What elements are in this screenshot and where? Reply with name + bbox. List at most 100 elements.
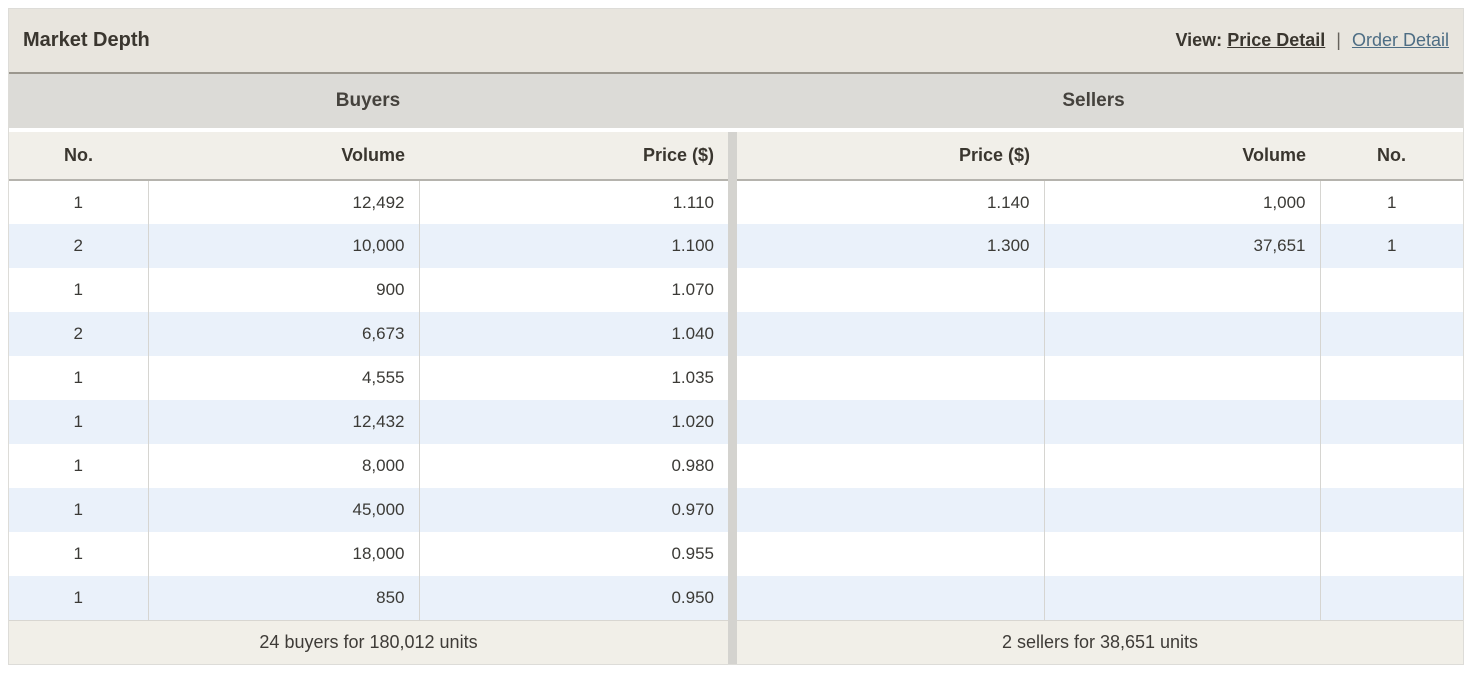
table-row [737, 356, 1463, 400]
sellers-section-title: Sellers [1062, 90, 1125, 111]
seller-price-cell [737, 488, 1044, 532]
page-title: Market Depth [23, 29, 150, 51]
depth-tables: No. Volume Price ($) 1 12,492 1.110 2 10,000… [9, 132, 1463, 664]
seller-price-cell [737, 268, 1044, 312]
table-row: 1 900 1.070 [9, 268, 728, 312]
seller-no-cell: 1 [1319, 180, 1463, 224]
seller-no-cell [1319, 576, 1463, 620]
seller-volume-cell [1043, 356, 1320, 400]
sellers-col-no: No. [1320, 132, 1463, 181]
seller-volume-cell [1043, 444, 1320, 488]
sellers-col-price: Price ($) [737, 132, 1044, 181]
buyer-price-cell: 1.040 [418, 312, 728, 356]
buyers-section-title: Buyers [335, 90, 401, 111]
seller-price-cell [737, 576, 1044, 620]
buyer-price-cell: 1.100 [418, 224, 728, 268]
buyer-price-cell: 0.950 [418, 576, 728, 620]
tables-gap [728, 132, 737, 664]
buyer-volume-cell: 850 [147, 576, 419, 620]
buyer-volume-cell: 45,000 [147, 488, 419, 532]
sellers-summary: 2 sellers for 38,651 units [737, 619, 1463, 664]
buyer-no-cell: 2 [9, 312, 148, 356]
seller-volume-cell [1043, 400, 1320, 444]
buyer-price-cell: 1.020 [418, 400, 728, 444]
buyer-no-cell: 2 [9, 224, 148, 268]
table-row: 1.140 1,000 1 [737, 180, 1463, 224]
order-detail-link[interactable]: Order Detail [1351, 30, 1449, 50]
seller-price-cell [737, 400, 1044, 444]
table-row [737, 444, 1463, 488]
table-row [737, 268, 1463, 312]
seller-no-cell [1319, 444, 1463, 488]
table-row: 2 10,000 1.100 [9, 224, 728, 268]
seller-price-cell: 1.140 [986, 192, 1030, 212]
section-divider-gap [9, 128, 1463, 132]
seller-no-cell [1319, 532, 1463, 576]
seller-volume-cell [1043, 488, 1320, 532]
table-row: 1 8,000 0.980 [9, 444, 728, 488]
buyers-col-price: Price ($) [419, 132, 728, 181]
buyer-no-cell: 1 [73, 456, 83, 475]
buyers-summary-row: 24 buyers for 180,012 units [9, 619, 728, 664]
sellers-table-body: 1.140 1,000 1 1.300 37,651 1 [737, 180, 1463, 620]
buyer-no-cell: 1 [73, 280, 83, 299]
buyer-volume-cell: 6,673 [147, 312, 419, 356]
buyer-price-cell: 1.070 [418, 268, 728, 312]
seller-price-cell [737, 356, 1044, 400]
table-row [737, 488, 1463, 532]
sellers-table: Price ($) Volume No. 1.140 1,000 1 1.300 37,… [737, 132, 1463, 664]
seller-no-cell [1319, 356, 1463, 400]
table-row [737, 400, 1463, 444]
link-separator: | [1336, 30, 1341, 50]
table-row [737, 312, 1463, 356]
seller-price-cell [737, 444, 1044, 488]
title-bar: Market Depth View: Price Detail | Order … [9, 9, 1463, 74]
buyer-no-cell: 1 [9, 576, 148, 620]
table-row: 1.300 37,651 1 [737, 224, 1463, 268]
seller-no-cell [1319, 268, 1463, 312]
table-row [737, 576, 1463, 620]
price-detail-link[interactable]: Price Detail [1227, 30, 1326, 50]
buyer-volume-cell: 8,000 [147, 444, 419, 488]
table-row [737, 532, 1463, 576]
buyer-no-cell: 1 [73, 544, 83, 563]
buyer-price-cell: 1.035 [418, 356, 728, 400]
buyer-volume-cell: 4,555 [147, 356, 419, 400]
buyers-header-row: No. Volume Price ($) [9, 132, 728, 181]
market-depth-panel: Market Depth View: Price Detail | Order … [8, 8, 1464, 665]
table-row: 1 850 0.950 [9, 576, 728, 620]
seller-no-cell [1319, 312, 1463, 356]
view-label: View: [1175, 30, 1223, 50]
buyer-volume-cell: 18,000 [147, 532, 419, 576]
seller-volume-cell [1043, 576, 1320, 620]
buyers-table: No. Volume Price ($) 1 12,492 1.110 2 10,000… [9, 132, 728, 664]
seller-price-cell [737, 532, 1044, 576]
table-row: 1 45,000 0.970 [9, 488, 728, 532]
table-row: 2 6,673 1.040 [9, 312, 728, 356]
table-row: 1 12,492 1.110 [9, 180, 728, 224]
seller-price-cell [737, 312, 1044, 356]
seller-volume-cell [1043, 532, 1320, 576]
sellers-summary-row: 2 sellers for 38,651 units [737, 619, 1463, 664]
buyer-price-cell: 0.980 [418, 444, 728, 488]
seller-price-cell: 1.300 [737, 224, 1044, 268]
buyers-summary: 24 buyers for 180,012 units [9, 619, 728, 664]
buyer-price-cell: 1.110 [418, 180, 728, 224]
seller-volume-cell [1043, 268, 1320, 312]
buyer-price-cell: 0.970 [418, 488, 728, 532]
seller-no-cell [1319, 400, 1463, 444]
buyer-no-cell: 1 [9, 400, 148, 444]
view-switcher: View: Price Detail | Order Detail [1175, 30, 1449, 51]
seller-no-cell [1319, 488, 1463, 532]
seller-volume-cell: 1,000 [1043, 180, 1320, 224]
table-row: 1 4,555 1.035 [9, 356, 728, 400]
table-row: 1 12,432 1.020 [9, 400, 728, 444]
buyer-no-cell: 1 [9, 488, 148, 532]
seller-no-cell: 1 [1319, 224, 1463, 268]
buyer-volume-cell: 900 [147, 268, 419, 312]
buyers-col-no: No. [9, 132, 148, 181]
buyer-price-cell: 0.955 [418, 532, 728, 576]
section-bar: Buyers Sellers [9, 74, 1463, 128]
buyers-table-body: 1 12,492 1.110 2 10,000 1.100 1 900 1.070 2 6,673 1… [9, 180, 728, 620]
